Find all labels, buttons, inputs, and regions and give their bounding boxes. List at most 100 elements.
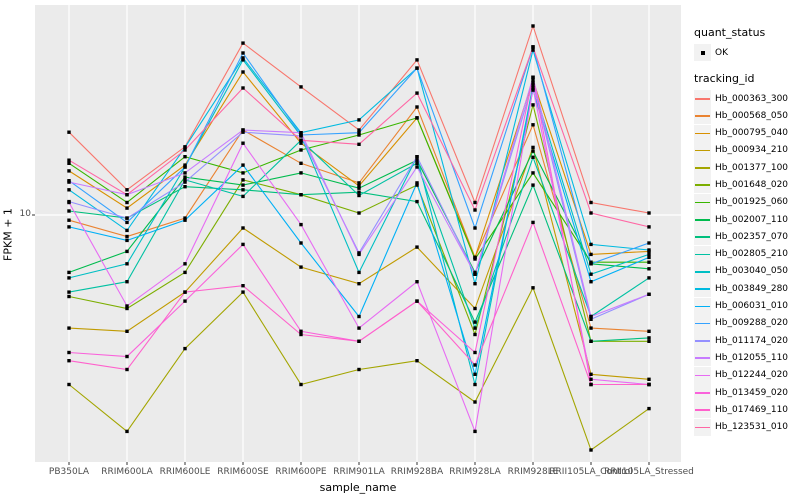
data-point [357, 252, 361, 257]
data-point [415, 299, 419, 303]
legend-key-line [694, 124, 711, 142]
data-point [125, 238, 129, 243]
data-point [241, 130, 245, 134]
data-point [67, 218, 71, 222]
data-point [647, 406, 651, 411]
data-point [647, 276, 651, 280]
data-point [299, 265, 303, 269]
data-point [589, 372, 593, 376]
data-point [183, 290, 187, 294]
data-point [67, 188, 71, 192]
data-point [241, 194, 245, 199]
line-swatch-icon [695, 98, 710, 100]
legend-item: Hb_012055_110 [694, 349, 798, 367]
data-point [357, 211, 361, 215]
data-point [67, 225, 71, 229]
line-swatch-icon [695, 132, 710, 135]
legend-key-line [694, 384, 711, 402]
data-point [415, 280, 419, 284]
data-point [531, 81, 535, 85]
data-point [357, 128, 361, 132]
data-point [183, 175, 187, 179]
line-swatch-icon [695, 340, 710, 342]
legend-key-line [694, 280, 711, 298]
data-point [357, 193, 361, 198]
data-point [67, 326, 71, 330]
data-point [531, 149, 535, 153]
data-point [589, 280, 593, 284]
data-point [299, 171, 303, 175]
data-point [67, 276, 71, 280]
data-point [589, 200, 593, 205]
data-point [183, 185, 187, 189]
legend-item: Hb_013459_020 [694, 384, 798, 402]
legend-item-label: Hb_000934_210 [715, 145, 789, 156]
legend-item-label: Hb_002805_210 [715, 249, 789, 260]
data-point [241, 242, 245, 247]
data-point [647, 267, 651, 271]
data-point [357, 190, 361, 194]
legend-items: Hb_000363_300 Hb_000568_050 Hb_000795_040 H… [694, 90, 798, 436]
data-point [241, 58, 245, 62]
data-point [183, 270, 187, 275]
data-point [299, 241, 303, 245]
legend-item: Hb_006031_010 [694, 297, 798, 315]
data-point [125, 262, 129, 266]
data-point [183, 155, 187, 159]
data-point [589, 317, 593, 321]
data-point [531, 286, 535, 290]
legend-item: Hb_001925_060 [694, 193, 798, 211]
data-point [67, 270, 71, 275]
legend-item: Hb_003040_050 [694, 262, 798, 280]
data-point [241, 141, 245, 145]
legend-item: Hb_000568_050 [694, 107, 798, 125]
data-point [531, 220, 535, 225]
data-point [531, 75, 535, 79]
legend-key-line [694, 159, 711, 177]
legend-key-line [694, 176, 711, 194]
data-point [647, 248, 651, 252]
legend-key-line [694, 245, 711, 263]
data-point [357, 186, 361, 190]
data-point [647, 255, 651, 260]
data-point [473, 363, 477, 367]
legend-key-line [694, 401, 711, 419]
data-point [299, 138, 303, 142]
legend-item-label: Hb_003040_050 [715, 266, 789, 277]
legend-item-label: Hb_000795_040 [715, 128, 789, 139]
x-tick-label: RRII105LA_Stressed [604, 467, 694, 477]
data-point [473, 306, 477, 311]
data-point [125, 367, 129, 372]
data-point [647, 241, 651, 245]
data-point [531, 88, 535, 92]
data-point [589, 377, 593, 381]
data-point [67, 209, 71, 213]
data-point [299, 134, 303, 138]
line-swatch-icon [695, 201, 710, 204]
x-tick-label: RRIM600PE [275, 467, 327, 477]
data-point [357, 118, 361, 122]
data-point [183, 178, 187, 182]
legend-item: Hb_000795_040 [694, 124, 798, 142]
line-swatch-icon [695, 305, 710, 308]
y-tick-label: 10 [19, 209, 31, 219]
data-point [531, 45, 535, 49]
legend-key-line [694, 332, 711, 350]
data-point [647, 225, 651, 229]
data-point [647, 336, 651, 340]
data-point [589, 272, 593, 276]
data-point [473, 429, 477, 434]
legend-item: Hb_011174_020 [694, 332, 798, 350]
data-point [589, 339, 593, 343]
data-point [647, 292, 651, 296]
data-point [125, 234, 129, 239]
data-point [415, 116, 419, 120]
data-point [589, 211, 593, 215]
data-point [589, 252, 593, 257]
data-point [357, 184, 361, 188]
panel-background [35, 5, 681, 462]
legend-item-label: Hb_006031_010 [715, 301, 789, 312]
data-point [241, 171, 245, 175]
data-point [415, 91, 419, 95]
